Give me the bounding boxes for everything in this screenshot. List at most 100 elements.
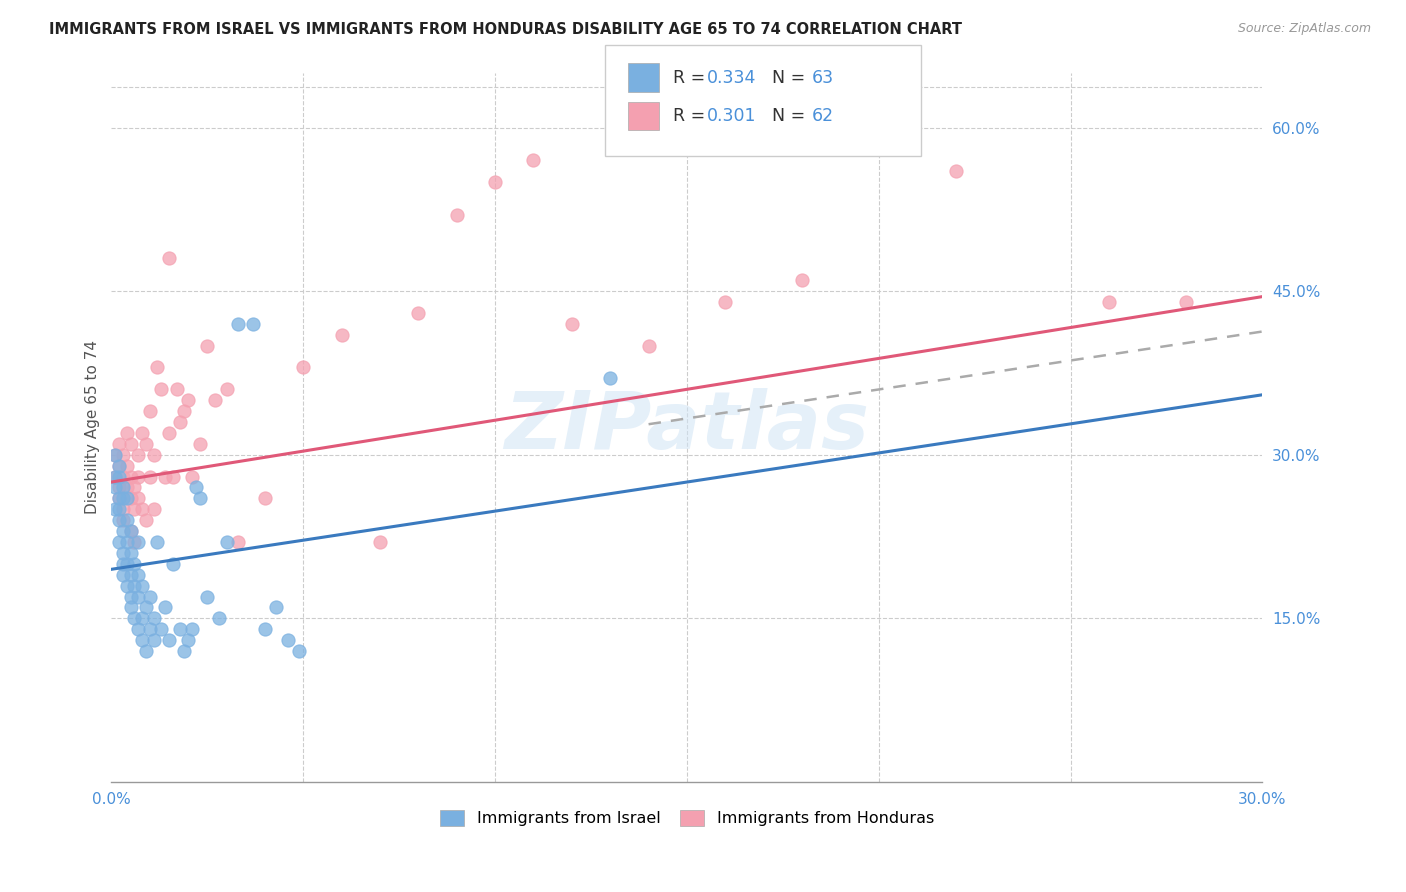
Point bbox=[120, 524, 142, 538]
Point bbox=[330, 327, 353, 342]
Point bbox=[131, 611, 153, 625]
Point bbox=[120, 590, 142, 604]
Point bbox=[124, 502, 146, 516]
Point bbox=[253, 622, 276, 636]
Point bbox=[637, 339, 659, 353]
Point bbox=[146, 535, 169, 549]
Point bbox=[150, 382, 173, 396]
Point bbox=[157, 252, 180, 266]
Point bbox=[139, 590, 162, 604]
Point bbox=[104, 448, 127, 462]
Point bbox=[108, 502, 131, 516]
Point bbox=[166, 382, 188, 396]
Text: R =: R = bbox=[673, 69, 711, 87]
Point bbox=[169, 622, 191, 636]
Point bbox=[131, 425, 153, 440]
Point bbox=[124, 535, 146, 549]
Point bbox=[142, 502, 165, 516]
Point bbox=[104, 469, 127, 483]
Point bbox=[1098, 295, 1121, 310]
Point bbox=[115, 458, 138, 473]
Point bbox=[215, 535, 238, 549]
Point bbox=[157, 633, 180, 648]
Text: N =: N = bbox=[761, 69, 810, 87]
Point bbox=[111, 546, 134, 560]
Point bbox=[127, 491, 149, 506]
Point bbox=[111, 448, 134, 462]
Point bbox=[111, 469, 134, 483]
Point bbox=[120, 600, 142, 615]
Text: IMMIGRANTS FROM ISRAEL VS IMMIGRANTS FROM HONDURAS DISABILITY AGE 65 TO 74 CORRE: IMMIGRANTS FROM ISRAEL VS IMMIGRANTS FRO… bbox=[49, 22, 962, 37]
Point bbox=[195, 590, 218, 604]
Y-axis label: Disability Age 65 to 74: Disability Age 65 to 74 bbox=[86, 341, 100, 515]
Point bbox=[111, 567, 134, 582]
Point bbox=[204, 393, 226, 408]
Point bbox=[127, 590, 149, 604]
Point bbox=[108, 491, 131, 506]
Point bbox=[115, 513, 138, 527]
Point bbox=[945, 164, 967, 178]
Point bbox=[104, 469, 127, 483]
Point bbox=[127, 469, 149, 483]
Point bbox=[111, 491, 134, 506]
Point bbox=[104, 502, 127, 516]
Text: 62: 62 bbox=[811, 107, 834, 125]
Point bbox=[108, 481, 131, 495]
Point bbox=[714, 295, 737, 310]
Point bbox=[142, 611, 165, 625]
Point bbox=[124, 579, 146, 593]
Point bbox=[408, 306, 430, 320]
Point bbox=[139, 622, 162, 636]
Text: N =: N = bbox=[761, 107, 810, 125]
Point bbox=[108, 535, 131, 549]
Point bbox=[1174, 295, 1197, 310]
Point bbox=[135, 513, 157, 527]
Point bbox=[484, 175, 506, 189]
Point bbox=[120, 491, 142, 506]
Point bbox=[169, 415, 191, 429]
Point bbox=[157, 425, 180, 440]
Text: Source: ZipAtlas.com: Source: ZipAtlas.com bbox=[1237, 22, 1371, 36]
Point bbox=[111, 557, 134, 571]
Point bbox=[108, 469, 131, 483]
Point bbox=[115, 491, 138, 506]
Point bbox=[104, 481, 127, 495]
Point bbox=[127, 448, 149, 462]
Point bbox=[215, 382, 238, 396]
Point bbox=[150, 622, 173, 636]
Point bbox=[188, 491, 211, 506]
Point bbox=[195, 339, 218, 353]
Text: 0.334: 0.334 bbox=[707, 69, 756, 87]
Point bbox=[108, 458, 131, 473]
Point bbox=[135, 437, 157, 451]
Point bbox=[162, 557, 184, 571]
Point bbox=[124, 557, 146, 571]
Point bbox=[173, 404, 195, 418]
Point bbox=[368, 535, 391, 549]
Point bbox=[226, 317, 249, 331]
Point bbox=[153, 469, 176, 483]
Point bbox=[177, 633, 200, 648]
Point bbox=[115, 481, 138, 495]
Point bbox=[127, 622, 149, 636]
Point bbox=[108, 491, 131, 506]
Point bbox=[124, 481, 146, 495]
Point bbox=[599, 371, 621, 385]
Point bbox=[162, 469, 184, 483]
Point bbox=[277, 633, 299, 648]
Point bbox=[181, 469, 204, 483]
Point bbox=[120, 546, 142, 560]
Point bbox=[139, 404, 162, 418]
Point bbox=[124, 611, 146, 625]
Point bbox=[142, 448, 165, 462]
Text: 0.301: 0.301 bbox=[707, 107, 756, 125]
Point bbox=[153, 600, 176, 615]
Point bbox=[108, 513, 131, 527]
Point bbox=[188, 437, 211, 451]
Point bbox=[108, 437, 131, 451]
Text: 63: 63 bbox=[811, 69, 834, 87]
Point bbox=[115, 579, 138, 593]
Point bbox=[115, 425, 138, 440]
Point bbox=[111, 502, 134, 516]
Point bbox=[115, 557, 138, 571]
